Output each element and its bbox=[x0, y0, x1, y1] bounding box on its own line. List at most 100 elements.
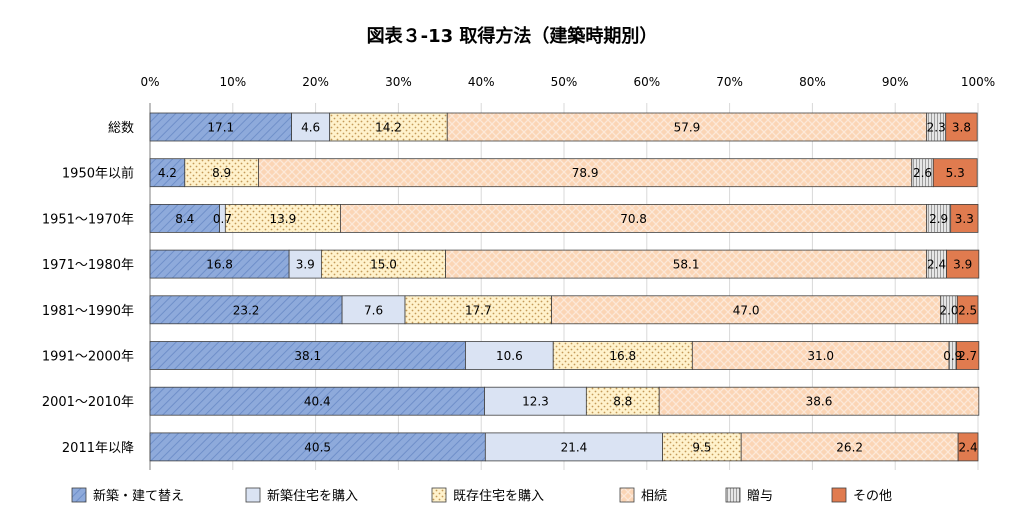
legend-swatch bbox=[71, 487, 87, 503]
bar-segment bbox=[149, 295, 343, 325]
data-label: 2.9 bbox=[929, 212, 948, 226]
bar-segment bbox=[662, 432, 742, 462]
bar-segment bbox=[551, 295, 942, 325]
data-label: 2.7 bbox=[958, 349, 977, 363]
x-tick-label: 70% bbox=[716, 75, 743, 89]
data-label: 3.9 bbox=[296, 258, 315, 272]
bar-segment bbox=[149, 112, 292, 142]
x-tick-label: 20% bbox=[302, 75, 329, 89]
legend: 新築・建て替え 新築住宅を購入 既存住宅を購入 相続 贈与 その他 bbox=[71, 487, 892, 504]
bar-segment bbox=[946, 249, 980, 279]
x-tick-label: 30% bbox=[385, 75, 412, 89]
bar-segment bbox=[932, 158, 978, 188]
legend-swatch bbox=[245, 487, 261, 503]
data-label: 5.3 bbox=[946, 166, 965, 180]
x-axis-tick-labels: 0% 10% 20% 30% 40% 50% 60% 70% 80% 90% 100% bbox=[140, 75, 995, 89]
data-label: 0.9 bbox=[943, 349, 962, 363]
bar-segment bbox=[291, 112, 331, 142]
bar-segment bbox=[950, 203, 979, 233]
data-label: 21.4 bbox=[561, 440, 588, 454]
data-label: 4.6 bbox=[301, 121, 320, 135]
data-label: 3.8 bbox=[952, 121, 971, 135]
data-label: 8.9 bbox=[212, 166, 231, 180]
bar-segment bbox=[184, 158, 259, 188]
legend-label: 相続 bbox=[641, 489, 667, 504]
bar-segment bbox=[329, 112, 448, 142]
bar-segment bbox=[658, 386, 980, 416]
legend-swatch bbox=[831, 487, 847, 503]
legend-label: 既存住宅を購入 bbox=[453, 489, 544, 504]
x-tick-label: 40% bbox=[468, 75, 495, 89]
data-label: 12.3 bbox=[522, 395, 549, 409]
data-label: 7.6 bbox=[364, 303, 383, 317]
bar-segment bbox=[445, 249, 928, 279]
bar-segment bbox=[926, 203, 952, 233]
bar-segment bbox=[957, 432, 979, 462]
x-tick-label: 80% bbox=[799, 75, 826, 89]
data-label: 16.8 bbox=[206, 258, 233, 272]
legend-swatch bbox=[619, 487, 635, 503]
legend-swatch bbox=[431, 487, 447, 503]
data-label: 31.0 bbox=[807, 349, 834, 363]
x-tick-label: 50% bbox=[551, 75, 578, 89]
data-label: 15.0 bbox=[370, 258, 397, 272]
category-label: 1951～1970年 bbox=[42, 212, 134, 227]
data-label: 4.2 bbox=[158, 166, 177, 180]
data-label: 16.8 bbox=[609, 349, 636, 363]
bar-segment bbox=[945, 112, 978, 142]
data-label: 13.9 bbox=[270, 212, 297, 226]
legend-label: 贈与 bbox=[747, 488, 773, 504]
category-label: 1950年以前 bbox=[62, 166, 134, 182]
data-label: 2.3 bbox=[927, 121, 946, 135]
data-label: 14.2 bbox=[375, 121, 402, 135]
data-labels: 17.1 4.6 14.2 57.9 2.3 3.8 4.2 8.9 78.9 2.6 5.3 8.4… bbox=[158, 121, 978, 455]
bar-segment bbox=[465, 341, 554, 370]
data-label: 57.9 bbox=[674, 121, 701, 135]
data-label: 58.1 bbox=[673, 258, 700, 272]
data-label: 8.8 bbox=[613, 395, 632, 409]
data-label: 47.0 bbox=[733, 303, 760, 317]
data-label: 26.2 bbox=[836, 440, 863, 454]
bar-segment bbox=[446, 112, 928, 142]
bar-segment bbox=[149, 432, 486, 462]
data-label: 17.1 bbox=[207, 121, 234, 135]
category-label: 総数 bbox=[108, 121, 134, 136]
data-label: 10.6 bbox=[496, 349, 523, 363]
data-label: 38.6 bbox=[806, 395, 833, 409]
legend-label: 新築住宅を購入 bbox=[267, 488, 358, 504]
bar-segment bbox=[149, 203, 220, 233]
data-label: 70.8 bbox=[620, 212, 647, 226]
bar-segment bbox=[258, 158, 913, 188]
x-tick-label: 100% bbox=[961, 75, 995, 89]
bars bbox=[149, 112, 980, 462]
bar-segment bbox=[149, 158, 186, 188]
bar-segment bbox=[341, 295, 406, 325]
bar-segment bbox=[585, 386, 660, 416]
data-label: 17.7 bbox=[465, 303, 492, 317]
data-label: 2.6 bbox=[913, 166, 932, 180]
bar-segment bbox=[956, 295, 979, 325]
x-tick-label: 90% bbox=[882, 75, 909, 89]
bar-segment bbox=[149, 386, 485, 416]
data-label: 38.1 bbox=[294, 349, 321, 363]
x-tick-label: 60% bbox=[633, 75, 660, 89]
category-label: 1971～1980年 bbox=[42, 258, 134, 273]
data-label: 0.7 bbox=[213, 212, 232, 226]
data-label: 23.2 bbox=[233, 303, 260, 317]
category-label: 1991～2000年 bbox=[42, 350, 134, 365]
category-label: 2001～2010年 bbox=[42, 395, 134, 410]
category-label: 2011年以降 bbox=[62, 441, 134, 456]
bar-segment bbox=[224, 203, 341, 233]
data-label: 78.9 bbox=[572, 166, 599, 180]
category-labels: 総数 1950年以前 1951～1970年 1971～1980年 1981～1990年 1… bbox=[42, 121, 134, 456]
data-label: 9.5 bbox=[692, 440, 711, 454]
chart-title: 図表３-13 取得方法（建築時期別） bbox=[367, 25, 658, 47]
bar-segment bbox=[691, 341, 950, 370]
legend-label: その他 bbox=[853, 489, 892, 504]
data-label: 40.5 bbox=[304, 440, 331, 454]
x-tick-label: 0% bbox=[140, 75, 159, 89]
data-label: 3.3 bbox=[955, 212, 974, 226]
bar-segment bbox=[956, 341, 980, 370]
bar-segment bbox=[340, 203, 928, 233]
